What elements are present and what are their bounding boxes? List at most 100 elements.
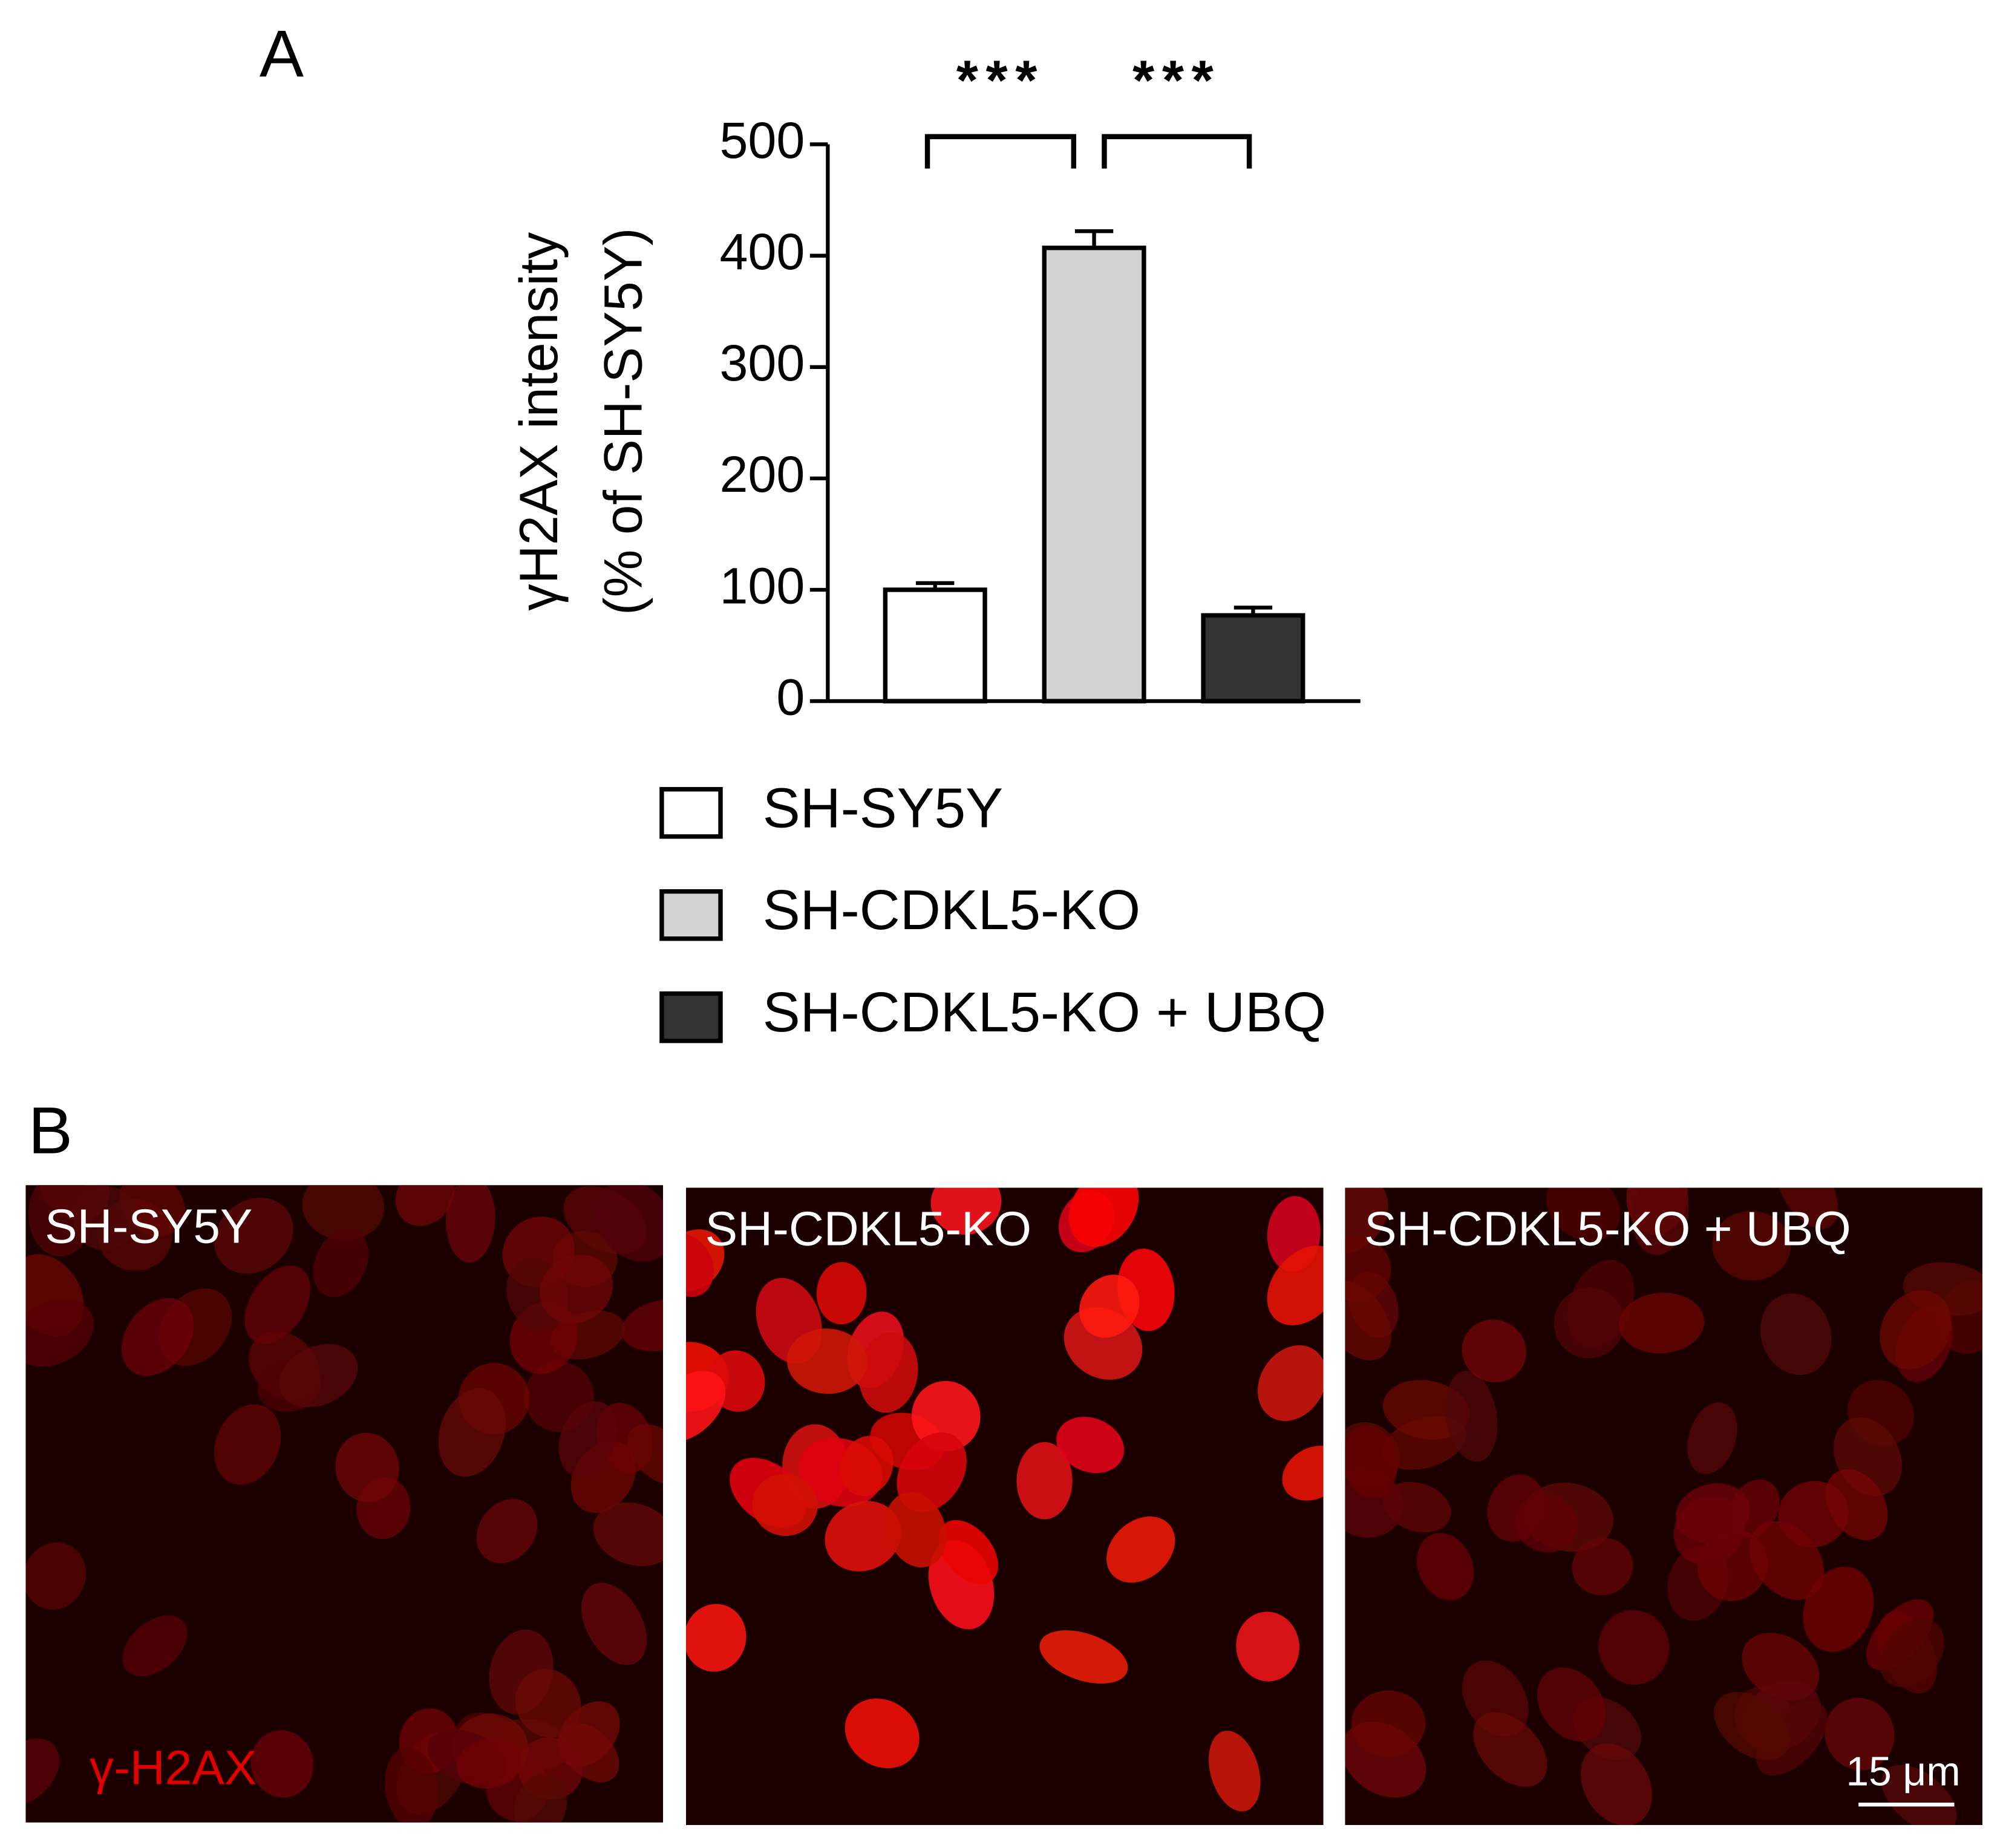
nucleus (1760, 1293, 1832, 1376)
micrograph-label: SH-CDKL5-KO + UBQ (1364, 1201, 1851, 1255)
nucleus (1056, 1417, 1125, 1474)
nucleus (1079, 1275, 1140, 1338)
nucleus (825, 1501, 901, 1572)
nucleus (1345, 1425, 1397, 1500)
nucleus (1462, 1319, 1527, 1383)
nucleus (1039, 1630, 1128, 1684)
nucleus (1106, 1516, 1175, 1583)
nucleus (930, 1187, 1002, 1235)
nucleus (1345, 1187, 1388, 1254)
nucleus (627, 1424, 664, 1485)
nucleus (25, 1542, 87, 1610)
cells (1345, 1187, 1982, 1825)
nucleus (476, 1499, 538, 1564)
nucleus (1880, 1290, 1952, 1370)
nucleus (911, 1380, 981, 1452)
nucleus (302, 1185, 385, 1241)
nucleus (1803, 1566, 1874, 1652)
nucleus (1546, 1187, 1621, 1241)
nucleus (1068, 1187, 1139, 1247)
y-tick-label: 100 (719, 557, 805, 614)
nucleus (395, 1185, 455, 1226)
nucleus (885, 1492, 947, 1568)
nucleus (686, 1371, 726, 1443)
y-tick-label: 200 (719, 446, 805, 503)
nucleus (1581, 1743, 1652, 1825)
nucleus (1880, 1619, 1944, 1687)
nucleus (515, 1669, 581, 1738)
nucleus (1825, 1469, 1888, 1541)
significance-label: *** (1132, 49, 1221, 112)
nucleus (1267, 1246, 1324, 1325)
y-tick-label: 400 (719, 223, 805, 280)
legend-swatch (659, 889, 723, 941)
nucleus (1416, 1533, 1474, 1601)
nucleus (73, 1186, 139, 1250)
cells (686, 1187, 1324, 1812)
micrograph (25, 1185, 664, 1823)
nucleus (938, 1520, 998, 1584)
significance-bracket (1102, 134, 1252, 169)
nucleus (1351, 1690, 1426, 1757)
nucleus (313, 1229, 369, 1298)
bar (1201, 613, 1305, 704)
nucleus (1632, 1187, 1689, 1256)
nucleus (335, 1432, 399, 1503)
micrograph (1345, 1187, 1982, 1825)
nucleus (1687, 1402, 1737, 1474)
nucleus (1236, 1611, 1299, 1682)
nucleus (1016, 1442, 1073, 1520)
bar (883, 587, 987, 704)
nucleus (25, 1299, 94, 1367)
nucleus (1554, 1287, 1625, 1359)
scale-bar-label: 15 μm (1846, 1749, 1961, 1795)
nucleus (845, 1698, 920, 1769)
significance-label: *** (956, 49, 1045, 112)
nucleus (514, 1774, 567, 1823)
nucleus (1537, 1667, 1606, 1742)
nucleus (122, 1615, 188, 1677)
nucleus (1345, 1281, 1391, 1360)
panel-label: B (28, 1094, 73, 1167)
nucleus (1598, 1610, 1670, 1685)
nucleus (1619, 1293, 1705, 1354)
nucleus (1345, 1236, 1391, 1302)
nucleus (1445, 1371, 1498, 1462)
nucleus (279, 1344, 358, 1408)
stain-label: γ-H2AX (90, 1740, 257, 1794)
nucleus (686, 1604, 747, 1672)
nucleus (1749, 1521, 1825, 1600)
nucleus (858, 1332, 918, 1413)
nucleus (1712, 1210, 1791, 1281)
nucleus (786, 1328, 868, 1394)
nucleus (1473, 1712, 1547, 1787)
nucleus (28, 1185, 93, 1257)
y-tick-label: 500 (719, 112, 805, 169)
nucleus (897, 1432, 967, 1512)
nucleus (456, 1739, 522, 1789)
nucleus (1881, 1765, 1957, 1825)
nucleus (1209, 1731, 1261, 1812)
nucleus (558, 1401, 618, 1477)
significance-bracket (924, 134, 1077, 169)
cells (25, 1185, 664, 1823)
legend-swatch (659, 787, 723, 839)
nucleus (1572, 1538, 1633, 1596)
nucleus (752, 1474, 818, 1536)
nucleus (593, 1502, 664, 1567)
nucleus (1825, 1697, 1895, 1771)
nucleus (122, 1298, 194, 1376)
legend-label: SH-CDKL5-KO + UBQ (763, 981, 1327, 1043)
nucleus (438, 1388, 506, 1477)
micrograph-label: SH-SY5Y (45, 1198, 252, 1253)
bar (1042, 246, 1146, 704)
nucleus (840, 1435, 894, 1497)
micrograph (686, 1187, 1324, 1825)
legend-label: SH-CDKL5-KO (763, 878, 1140, 941)
legend-swatch (659, 991, 723, 1043)
nucleus (214, 1197, 293, 1274)
nucleus (1673, 1496, 1745, 1566)
nucleus (1775, 1187, 1838, 1229)
